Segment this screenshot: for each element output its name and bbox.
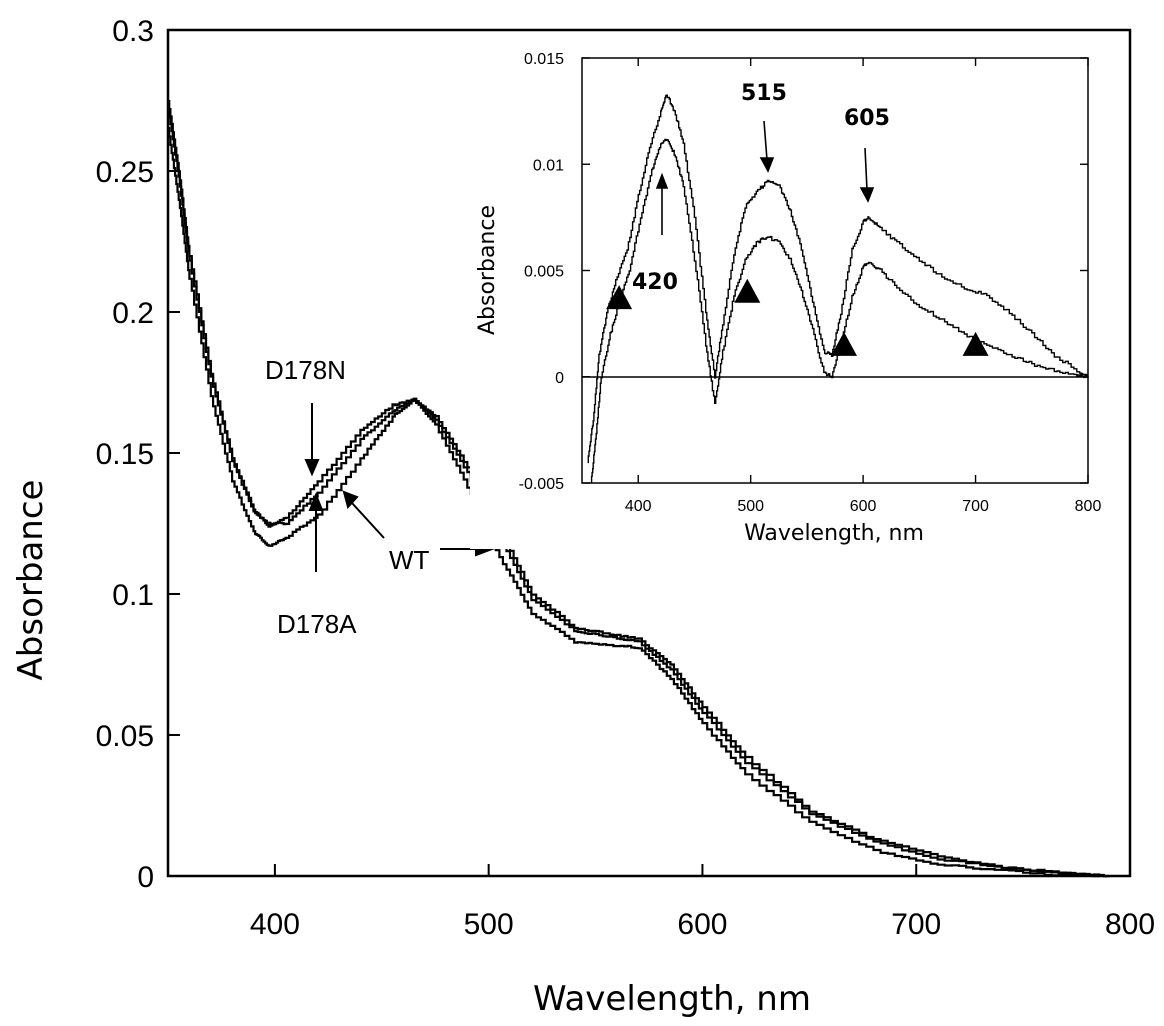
inset-x-tick-label: 500 [737, 498, 764, 515]
inset-annotation-605: 605 [844, 106, 890, 131]
main-y-tick-label: 0.15 [96, 438, 154, 471]
arrow-d178a-head [310, 495, 322, 510]
inset-y-tick-label: -0.005 [519, 476, 564, 493]
main-x-tick-label: 800 [1105, 908, 1155, 941]
inset-x-tick-label: 700 [962, 498, 989, 515]
main-y-tick-label: 0 [137, 861, 154, 894]
main-y-tick-label: 0.3 [112, 15, 154, 48]
inset-y-tick-label: 0.005 [524, 264, 564, 281]
inset-y-tick-label: 0 [555, 370, 564, 387]
main-y-axis-label: Absorbance [11, 480, 51, 681]
annotation-wt: WT [389, 545, 430, 575]
inset-x-tick-label: 400 [625, 498, 652, 515]
main-y-tick-label: 0.05 [96, 720, 154, 753]
annotation-d178n: D178N [265, 355, 346, 385]
inset-annotation-515: 515 [741, 81, 787, 106]
main-x-tick-label: 700 [891, 908, 941, 941]
inset-y-tick-label: 0.01 [533, 157, 564, 174]
inset-y-axis-label: Absorbance [475, 205, 500, 335]
main-x-axis-label: Wavelength, nm [533, 979, 811, 1019]
inset-x-tick-label: 800 [1075, 498, 1102, 515]
main-x-tick-label: 400 [250, 908, 300, 941]
inset-annotation-420: 420 [632, 270, 678, 295]
arrow-wt-left-head [344, 492, 357, 507]
main-x-tick-label: 500 [464, 908, 514, 941]
main-x-tick-label: 600 [677, 908, 727, 941]
inset-y-tick-label: 0.015 [524, 51, 564, 68]
inset-x-axis-label: Wavelength, nm [744, 521, 924, 546]
inset-background [470, 44, 1110, 549]
main-y-tick-label: 0.1 [112, 579, 154, 612]
main-y-tick-label: 0.2 [112, 297, 154, 330]
inset-x-tick-label: 600 [850, 498, 877, 515]
arrow-wt-left [352, 503, 384, 538]
main-y-tick-label: 0.25 [96, 156, 154, 189]
annotation-d178a: D178A [277, 609, 357, 639]
arrow-d178n-head [306, 460, 318, 474]
